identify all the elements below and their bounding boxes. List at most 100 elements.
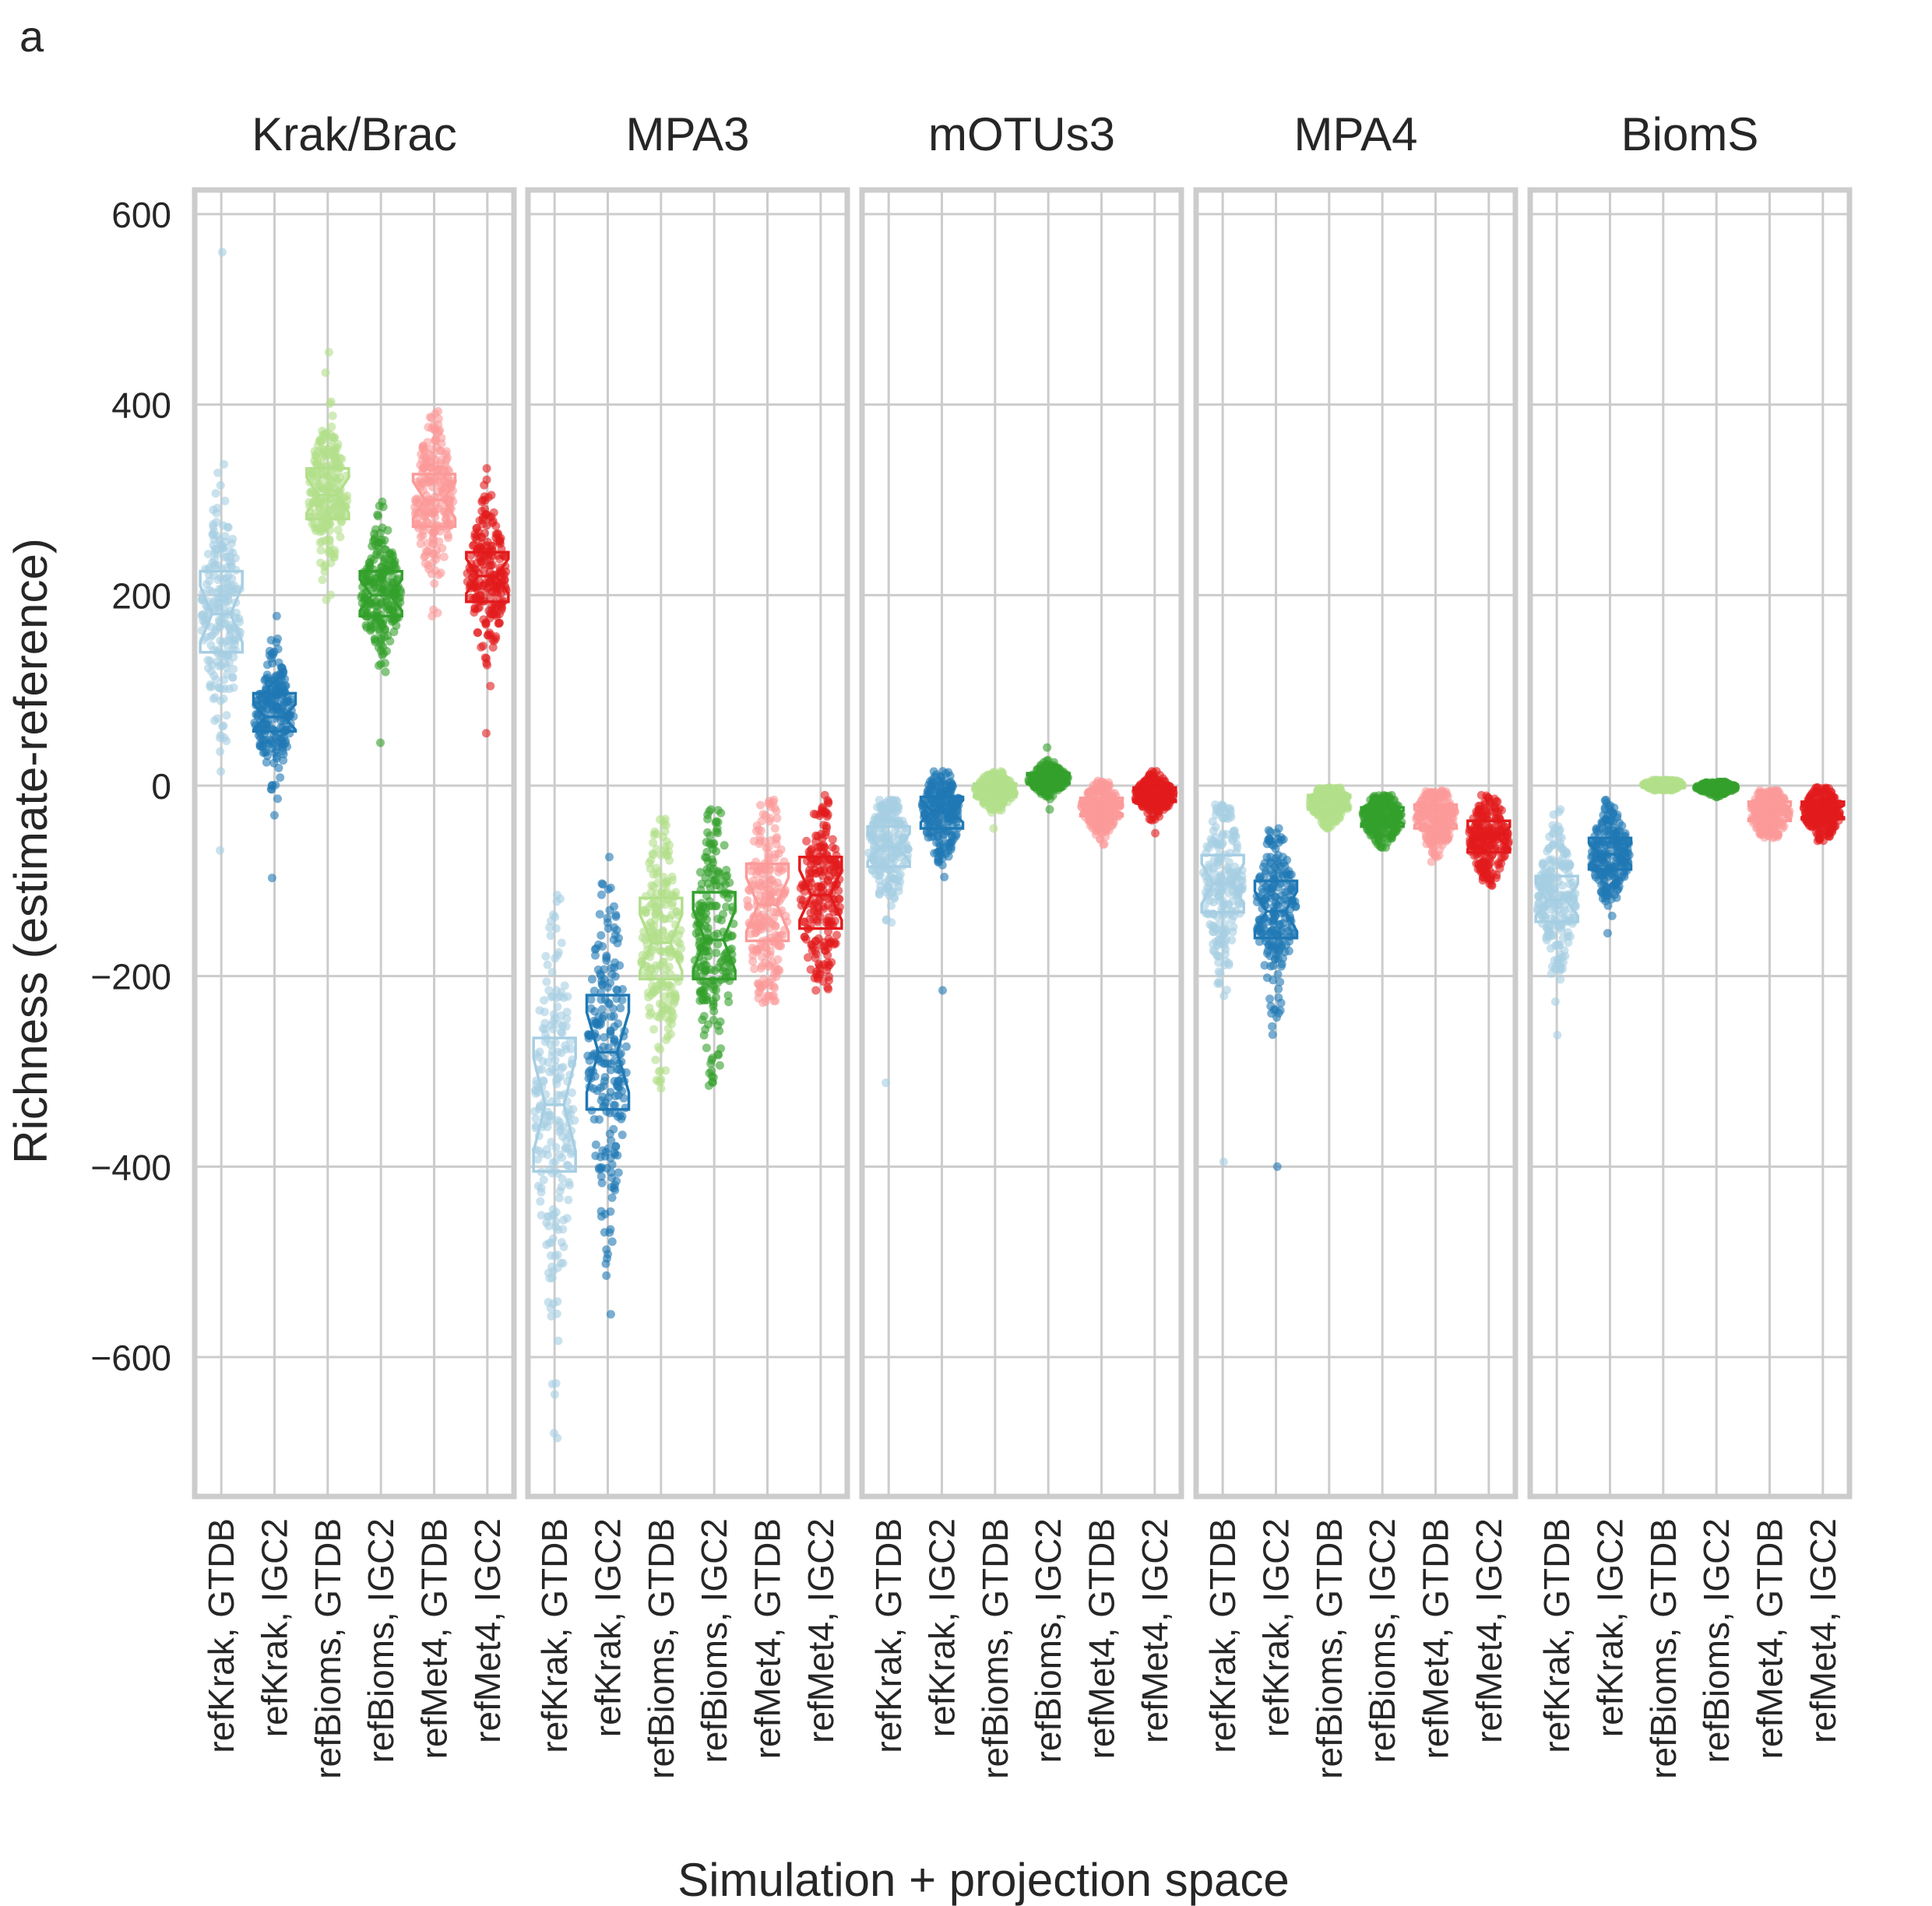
data-point	[944, 768, 953, 777]
data-point	[388, 617, 397, 626]
data-point	[214, 683, 223, 692]
panel-title: MPA3	[626, 108, 750, 160]
data-point	[611, 912, 621, 921]
data-point	[217, 543, 227, 552]
data-point	[765, 981, 775, 990]
data-point	[436, 459, 445, 468]
data-point	[487, 602, 497, 611]
data-point	[667, 1006, 676, 1015]
box-outline	[199, 570, 244, 654]
data-point	[703, 814, 713, 824]
data-point	[545, 1067, 554, 1077]
data-point	[383, 631, 392, 640]
data-point	[724, 997, 734, 1007]
data-point	[209, 505, 218, 515]
panel-border	[192, 187, 517, 1500]
data-point	[558, 1132, 567, 1141]
data-point	[564, 1195, 573, 1204]
data-point	[750, 964, 759, 973]
box-outline	[744, 862, 790, 943]
data-point	[272, 702, 281, 711]
data-point	[1275, 937, 1284, 947]
data-point	[325, 505, 334, 515]
data-point	[318, 523, 327, 533]
data-point	[547, 1273, 557, 1282]
data-point	[543, 960, 552, 969]
data-point	[442, 447, 451, 456]
data-point	[598, 880, 607, 889]
data-point	[470, 603, 480, 613]
data-point	[1266, 888, 1276, 897]
data-point	[262, 720, 272, 730]
box-refbioms-igc2	[1024, 743, 1073, 814]
data-point	[939, 791, 948, 800]
data-point	[898, 816, 907, 825]
data-point	[273, 634, 283, 643]
box-outline	[252, 691, 297, 733]
data-point	[548, 1047, 558, 1057]
data-point	[228, 548, 238, 557]
data-point	[280, 674, 290, 684]
data-point	[556, 1258, 565, 1268]
data-point	[321, 536, 330, 545]
data-point	[547, 992, 556, 1001]
data-point	[310, 519, 319, 528]
box-refkrak-gtdb	[197, 248, 245, 855]
data-point	[546, 931, 555, 941]
data-point	[428, 540, 438, 549]
data-point	[370, 535, 379, 544]
data-point	[549, 1429, 558, 1438]
data-point	[217, 248, 227, 257]
data-point	[614, 1168, 623, 1177]
data-point	[211, 604, 220, 614]
data-point	[611, 958, 620, 967]
data-point	[720, 951, 729, 961]
data-point	[764, 849, 773, 858]
data-point	[229, 683, 238, 692]
data-point	[800, 932, 809, 941]
data-point	[649, 850, 658, 860]
data-point	[938, 840, 948, 849]
box-outline	[639, 896, 684, 981]
data-point	[718, 909, 727, 919]
data-point	[1276, 962, 1286, 971]
data-point	[1280, 888, 1290, 897]
data-point	[656, 1077, 665, 1086]
data-point	[716, 1044, 726, 1053]
box-refkrak-igc2	[250, 611, 298, 883]
data-point	[279, 666, 288, 676]
data-point	[645, 1011, 654, 1020]
data-point	[946, 842, 955, 852]
x-tick-label: refKrak, GTDB	[868, 1518, 909, 1753]
data-point	[945, 779, 954, 788]
data-point	[1109, 818, 1118, 828]
data-point	[1089, 781, 1098, 790]
data-point	[697, 879, 706, 888]
data-point	[546, 1251, 555, 1261]
data-point	[211, 489, 220, 498]
data-point	[1265, 994, 1275, 1004]
data-point	[702, 915, 712, 924]
data-point	[1271, 954, 1280, 963]
box-outline	[692, 891, 737, 981]
box-outline	[1132, 786, 1177, 804]
data-point	[607, 1173, 617, 1183]
data-point	[258, 736, 267, 745]
box-refbioms-igc2	[1358, 790, 1406, 853]
data-point	[709, 845, 718, 854]
data-point	[649, 1025, 659, 1034]
data-point	[649, 898, 659, 907]
data-point	[378, 650, 387, 659]
data-point	[1276, 977, 1285, 986]
data-point	[554, 1074, 563, 1083]
box-refkrak-gtdb	[1198, 800, 1248, 1166]
data-point	[1160, 800, 1170, 810]
data-point	[1385, 791, 1394, 800]
data-point	[649, 870, 658, 879]
data-point	[711, 875, 720, 884]
data-point	[889, 853, 898, 862]
data-point	[567, 1088, 576, 1097]
data-point	[887, 918, 896, 927]
